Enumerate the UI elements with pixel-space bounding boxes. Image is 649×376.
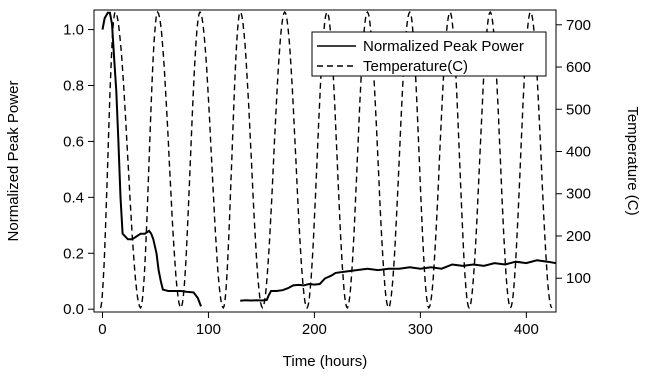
right-y-tick-label: 600 [566,59,591,76]
right-y-axis-ticks: 100 200 300 400 500 600 700 [556,17,591,287]
left-y-axis-label: Normalized Peak Power [5,81,22,242]
left-y-tick-label: 1.0 [63,22,84,39]
right-y-tick-label: 500 [566,101,591,118]
right-y-tick-label: 700 [566,17,591,34]
plot-area [93,9,557,313]
right-y-axis-label: Temperature (C) [624,106,641,215]
power-series [101,11,557,307]
left-y-tick-label: 0.4 [63,189,84,206]
temperature-series [99,10,553,310]
x-tick-label: 400 [514,321,539,338]
right-y-tick-label: 400 [566,143,591,160]
right-y-tick-label: 200 [566,228,591,245]
x-tick-label: 200 [302,321,327,338]
x-tick-label: 300 [408,321,433,338]
right-y-tick-label: 100 [566,270,591,287]
legend-temp-label: Temperature(C) [363,58,468,75]
left-y-tick-label: 0.8 [63,78,84,95]
x-tick-label: 100 [196,321,221,338]
left-y-tick-label: 0.6 [63,133,84,150]
temperature-line [99,10,553,310]
plot-frame [93,9,557,313]
legend: Normalized Peak Power Temperature(C) [311,31,547,77]
power-line-segment [240,259,557,302]
x-axis-ticks: 0 100 200 300 400 [98,312,539,338]
x-axis-label: Time (hours) [283,353,367,370]
left-y-tick-label: 0.0 [63,301,84,318]
left-y-tick-label: 0.2 [63,245,84,262]
legend-power-label: Normalized Peak Power [363,38,524,55]
legend-box [311,31,547,77]
x-tick-label: 0 [98,321,106,338]
right-y-tick-label: 300 [566,186,591,203]
left-y-axis-ticks: 0.0 0.2 0.4 0.6 0.8 1.0 [63,22,94,318]
power-line-segment [101,11,202,307]
